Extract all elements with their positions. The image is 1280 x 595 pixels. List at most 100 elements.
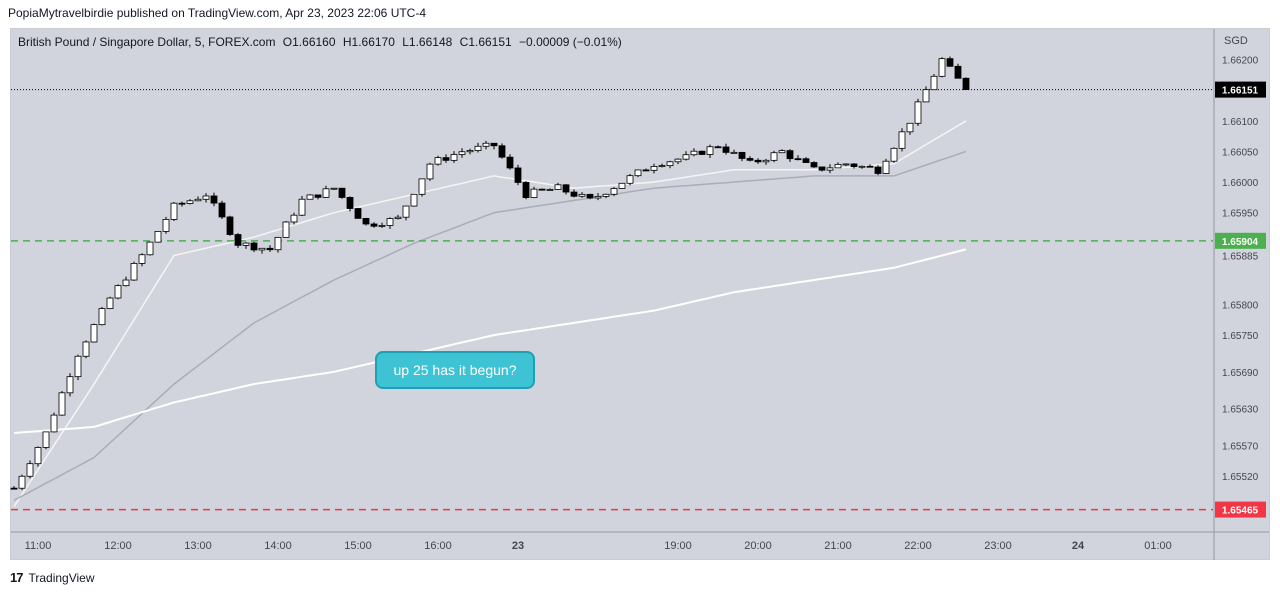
candle[interactable] [122, 276, 130, 287]
candle[interactable] [698, 150, 706, 155]
candle[interactable] [162, 216, 170, 234]
candle[interactable] [594, 193, 602, 201]
candle[interactable] [210, 192, 218, 207]
candle[interactable] [418, 178, 426, 197]
candle[interactable] [746, 156, 754, 162]
candle[interactable] [714, 145, 722, 149]
candle[interactable] [258, 247, 266, 254]
candle[interactable] [386, 217, 394, 229]
candle[interactable] [186, 199, 194, 205]
candle[interactable] [458, 148, 466, 158]
candle[interactable] [370, 222, 378, 228]
candle[interactable] [938, 57, 946, 78]
candle[interactable] [90, 323, 98, 343]
candle[interactable] [770, 150, 778, 163]
candle[interactable] [610, 186, 618, 197]
candle[interactable] [946, 56, 954, 67]
candle[interactable] [106, 296, 114, 310]
candle[interactable] [570, 189, 578, 198]
candle[interactable] [10, 486, 18, 490]
candle[interactable] [538, 188, 546, 191]
candle[interactable] [50, 412, 58, 433]
candle[interactable] [290, 212, 298, 225]
candle[interactable] [410, 193, 418, 207]
candle[interactable] [474, 142, 482, 153]
candle[interactable] [26, 460, 34, 479]
candle[interactable] [282, 221, 290, 238]
candle[interactable] [858, 165, 866, 169]
candle[interactable] [842, 163, 850, 167]
candle[interactable] [194, 196, 202, 202]
candle[interactable] [514, 164, 522, 186]
candle[interactable] [114, 284, 122, 300]
candle[interactable] [866, 164, 874, 168]
candle[interactable] [226, 215, 234, 236]
candle[interactable] [306, 194, 314, 200]
candle[interactable] [466, 148, 474, 155]
candle[interactable] [298, 196, 306, 217]
candle[interactable] [498, 143, 506, 159]
candle[interactable] [402, 205, 410, 221]
candle[interactable] [146, 241, 154, 256]
annotation-callout[interactable]: up 25 has it begun? [375, 351, 535, 389]
candle[interactable] [786, 149, 794, 163]
candle[interactable] [330, 187, 338, 190]
candle[interactable] [642, 168, 650, 172]
candle[interactable] [34, 446, 42, 467]
candle[interactable] [442, 154, 450, 163]
candle[interactable] [602, 193, 610, 199]
candle[interactable] [818, 166, 826, 172]
candle[interactable] [506, 154, 514, 170]
candle[interactable] [314, 194, 322, 200]
candle[interactable] [738, 151, 746, 162]
candle[interactable] [706, 144, 714, 159]
candle[interactable] [362, 217, 370, 226]
candle[interactable] [930, 74, 938, 91]
candle[interactable] [666, 160, 674, 169]
chart-panel[interactable] [10, 28, 1270, 560]
candle[interactable] [802, 157, 810, 163]
candle[interactable] [234, 233, 242, 248]
candle[interactable] [562, 184, 570, 195]
candle[interactable] [66, 373, 74, 397]
candle[interactable] [250, 241, 258, 253]
candle[interactable] [490, 142, 498, 150]
candle[interactable] [730, 149, 738, 154]
candle[interactable] [794, 155, 802, 161]
candle[interactable] [346, 196, 354, 212]
candle[interactable] [138, 253, 146, 267]
candle[interactable] [426, 162, 434, 181]
footer-brand[interactable]: 17 TradingView [10, 570, 95, 585]
candle[interactable] [98, 306, 106, 326]
candle[interactable] [922, 86, 930, 103]
candle[interactable] [898, 128, 906, 152]
candle[interactable] [778, 149, 786, 154]
candle[interactable] [554, 182, 562, 190]
candle[interactable] [322, 185, 330, 198]
candle[interactable] [338, 187, 346, 199]
candle[interactable] [434, 155, 442, 166]
candle[interactable] [202, 193, 210, 203]
candle[interactable] [74, 354, 82, 381]
candle[interactable] [266, 245, 274, 252]
candle[interactable] [914, 98, 922, 127]
candle[interactable] [722, 143, 730, 155]
candle[interactable] [682, 151, 690, 161]
candle[interactable] [170, 201, 178, 222]
candle[interactable] [618, 182, 626, 189]
candle[interactable] [242, 242, 250, 249]
candle[interactable] [962, 77, 970, 91]
candle[interactable] [178, 201, 186, 207]
candle[interactable] [882, 158, 890, 174]
candle[interactable] [522, 181, 530, 200]
candle[interactable] [658, 163, 666, 168]
candle[interactable] [754, 158, 762, 164]
candle[interactable] [634, 169, 642, 178]
candle[interactable] [546, 188, 554, 191]
candle[interactable] [850, 163, 858, 169]
candle[interactable] [674, 158, 682, 165]
candle[interactable] [874, 165, 882, 176]
candle[interactable] [826, 164, 834, 174]
candle[interactable] [130, 261, 138, 281]
